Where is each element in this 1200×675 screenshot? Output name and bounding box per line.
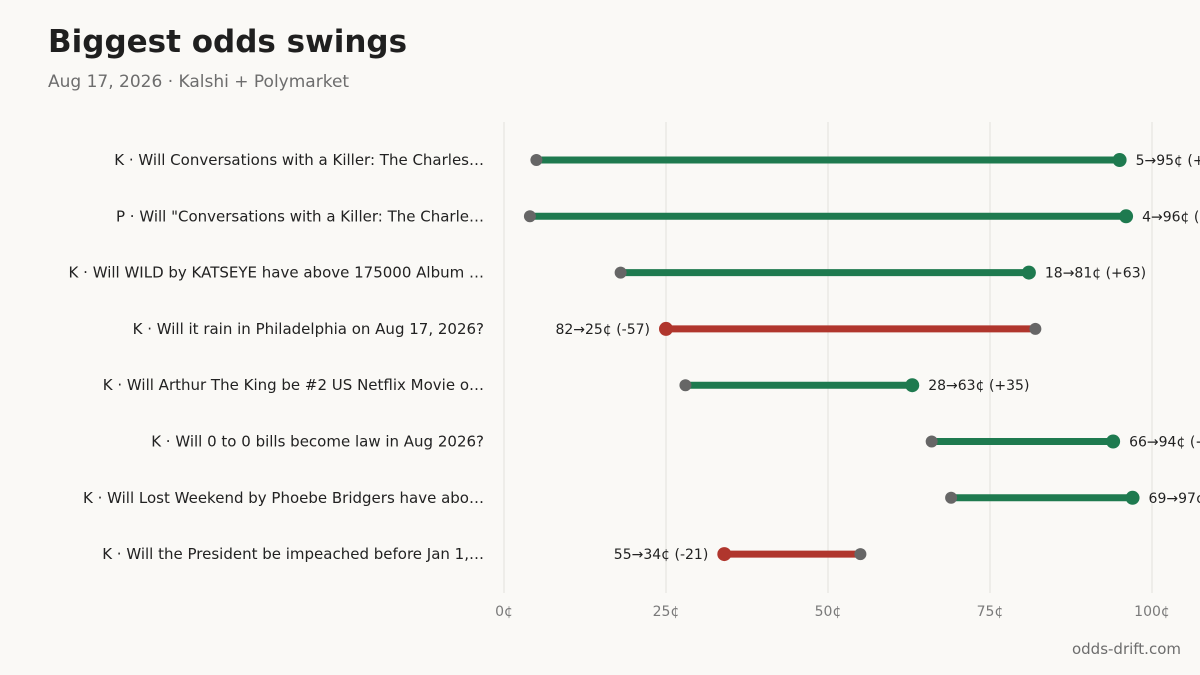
to-dot [1021, 265, 1036, 280]
to-dot [1106, 434, 1121, 449]
source-credit: odds-drift.com [1071, 640, 1181, 658]
x-tick-label: 100¢ [1134, 604, 1170, 620]
to-dot [905, 378, 920, 393]
row-label: K · Will 0 to 0 bills become law in Aug … [151, 433, 484, 451]
swing-annotation: 69→97¢ (+28) [1149, 491, 1200, 507]
swing-annotation: 18→81¢ (+63) [1045, 266, 1146, 282]
from-dot [854, 548, 867, 561]
row-label: K · Will the President be impeached befo… [102, 545, 484, 563]
x-tick-label: 0¢ [495, 604, 513, 620]
chart-subtitle: Aug 17, 2026 · Kalshi + Polymarket [48, 72, 350, 92]
from-dot [614, 266, 627, 279]
swing-annotation: 4→96¢ (+92) [1142, 209, 1200, 225]
row-label: K · Will Conversations with a Killer: Th… [114, 151, 484, 169]
row-label: K · Will WILD by KATSEYE have above 1750… [69, 264, 484, 282]
from-dot [679, 379, 692, 392]
to-dot [1119, 209, 1134, 224]
from-dot [945, 491, 958, 504]
x-tick-label: 25¢ [653, 604, 680, 620]
from-dot [1029, 322, 1042, 335]
swing-annotation: 55→34¢ (-21) [614, 547, 709, 563]
to-dot [1125, 490, 1140, 505]
swing-annotation: 82→25¢ (-57) [555, 322, 650, 338]
chart-title: Biggest odds swings [48, 24, 408, 60]
from-dot [523, 210, 536, 223]
swing-annotation: 5→95¢ (+90) [1136, 153, 1200, 169]
row-label: K · Will it rain in Philadelphia on Aug … [133, 320, 484, 338]
from-dot [925, 435, 938, 448]
x-tick-label: 50¢ [815, 604, 842, 620]
x-tick-label: 75¢ [977, 604, 1004, 620]
to-dot [717, 547, 732, 562]
to-dot [1112, 153, 1127, 167]
row-label: P · Will "Conversations with a Killer: T… [116, 207, 484, 225]
swing-annotation: 66→94¢ (+28) [1129, 435, 1200, 451]
row-label: K · Will Arthur The King be #2 US Netfli… [103, 376, 484, 394]
swing-annotation: 28→63¢ (+35) [928, 378, 1029, 394]
row-label: K · Will Lost Weekend by Phoebe Bridgers… [83, 489, 484, 507]
to-dot [659, 321, 673, 336]
from-dot [530, 154, 543, 166]
